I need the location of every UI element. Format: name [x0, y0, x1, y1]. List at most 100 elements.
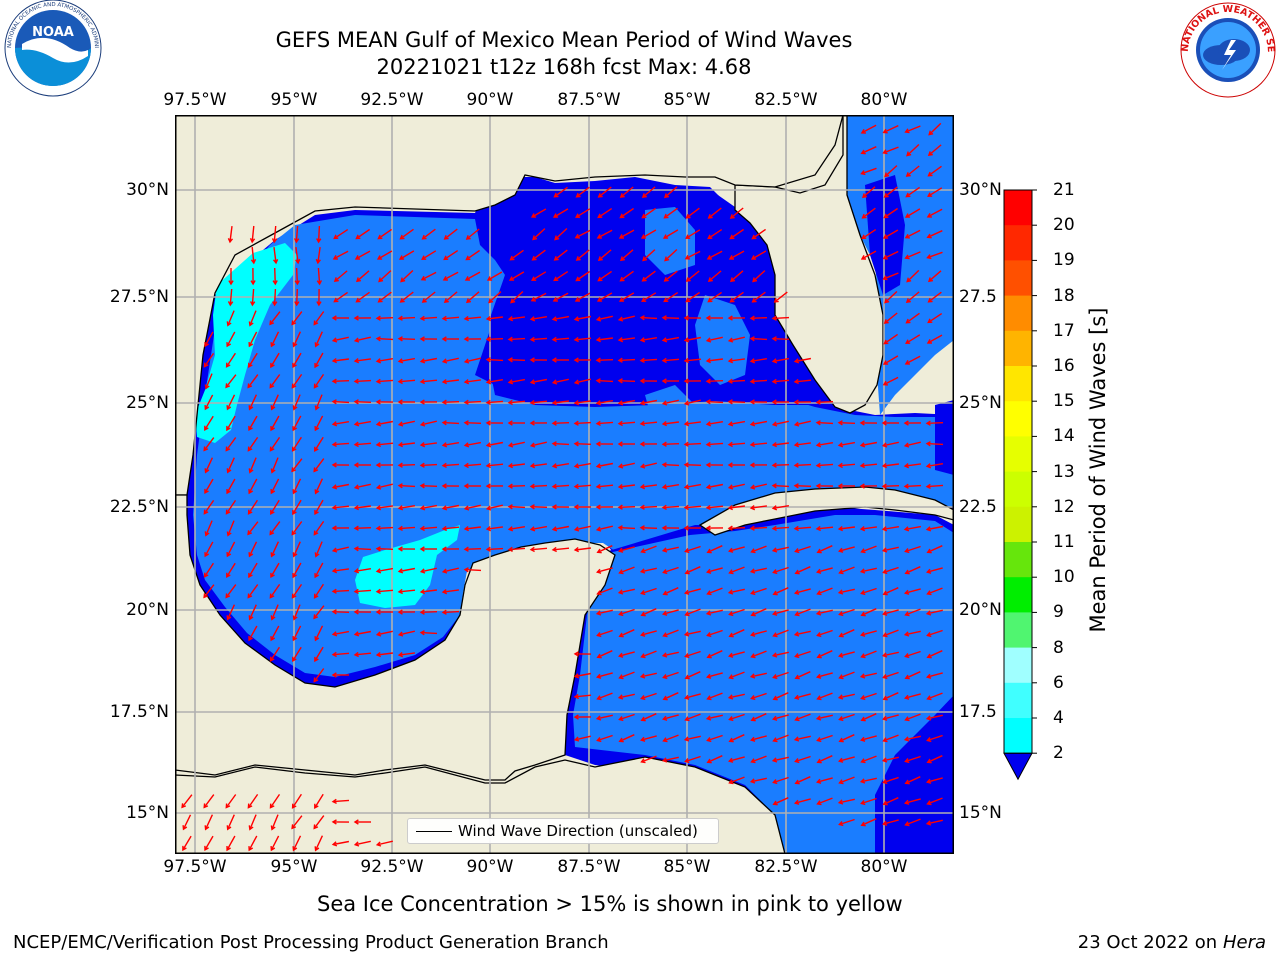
- wind-wave-arrow: [884, 207, 898, 219]
- wind-wave-arrowhead: [181, 803, 187, 809]
- wind-wave-arrowhead: [838, 611, 844, 617]
- wind-wave-arrowhead: [375, 336, 381, 342]
- wind-wave-arrowhead: [661, 757, 668, 763]
- wind-wave-arrowhead: [793, 631, 800, 637]
- wind-wave-arrowhead: [227, 238, 234, 244]
- wind-wave-arrowhead: [441, 525, 447, 532]
- wind-wave-arrow: [905, 588, 921, 594]
- wind-wave-arrow: [795, 798, 811, 804]
- wind-wave-arrow: [376, 379, 394, 383]
- wind-wave-arrowhead: [837, 799, 844, 805]
- wind-wave-arrowhead: [771, 652, 778, 658]
- wind-wave-arrowhead: [248, 468, 254, 474]
- colorbar: [1003, 189, 1037, 781]
- wind-wave-arrowhead: [904, 254, 910, 260]
- wind-wave-arrow: [442, 421, 460, 425]
- wind-wave-arrow: [750, 420, 768, 426]
- wind-wave-arrowhead: [728, 737, 734, 743]
- wind-wave-arrowhead: [837, 483, 843, 489]
- wind-wave-arrow: [860, 441, 878, 447]
- wind-wave-arrow: [905, 355, 921, 365]
- wind-wave-arrowhead: [684, 548, 690, 554]
- wind-wave-arrow: [270, 562, 280, 578]
- wind-wave-arrow: [182, 814, 192, 830]
- lat-label-right: 22.5: [959, 497, 997, 517]
- wind-wave-arrow: [662, 336, 680, 342]
- wind-wave-arrowhead: [727, 462, 733, 468]
- wind-wave-arrowhead: [531, 255, 537, 261]
- wind-wave-arrowhead: [904, 716, 910, 722]
- wind-wave-arrow: [817, 629, 833, 637]
- wind-wave-arrow: [204, 331, 214, 347]
- wind-wave-arrow: [422, 228, 436, 240]
- wind-wave-arrow: [464, 548, 482, 550]
- wind-wave-arrow: [530, 547, 548, 551]
- wind-wave-arrowhead: [705, 399, 711, 405]
- wind-wave-arrow: [641, 545, 657, 553]
- wind-wave-arrow: [618, 421, 636, 425]
- wind-wave-arrow: [332, 589, 350, 593]
- wind-wave-arrow: [794, 379, 812, 383]
- wind-wave-arrowhead: [728, 611, 734, 617]
- wind-wave-arrow: [531, 441, 547, 447]
- wind-wave-arrow: [226, 562, 236, 578]
- wind-wave-arrow: [861, 229, 877, 239]
- wind-wave-arrowhead: [508, 276, 515, 281]
- wind-wave-arrowhead: [881, 526, 888, 532]
- colorbar-band: [1004, 436, 1032, 473]
- wind-wave-arrow: [354, 630, 372, 636]
- wind-wave-arrow: [816, 421, 834, 425]
- wind-wave-arrowhead: [926, 212, 932, 218]
- wind-wave-arrowhead: [662, 610, 668, 616]
- wind-wave-arrow: [356, 270, 370, 282]
- wind-wave-arrowhead: [728, 757, 734, 763]
- wind-wave-arrow: [420, 357, 438, 363]
- wind-wave-arrow: [928, 122, 942, 136]
- wind-wave-arrow: [684, 505, 702, 509]
- wind-wave-arrow: [927, 609, 943, 615]
- wind-wave-arrowhead: [882, 360, 889, 365]
- wind-wave-arrowhead: [906, 151, 912, 157]
- wind-wave-arrowhead: [772, 569, 778, 575]
- wind-wave-arrowhead: [553, 276, 559, 282]
- wind-wave-arrow: [772, 526, 790, 530]
- wind-wave-arrow: [883, 124, 899, 134]
- wind-wave-arrowhead: [575, 276, 581, 282]
- wind-wave-arrow: [597, 629, 613, 637]
- wind-wave-arrowhead: [353, 378, 359, 384]
- wind-wave-arrowhead: [928, 130, 934, 136]
- wind-wave-arrowhead: [353, 441, 359, 448]
- wind-wave-arrow: [332, 840, 350, 846]
- wind-wave-arrow: [596, 484, 614, 488]
- wind-wave-arrowhead: [618, 632, 624, 638]
- wind-wave-arrowhead: [794, 548, 800, 554]
- wind-wave-arrowhead: [882, 800, 888, 806]
- wind-wave-arrowhead: [421, 255, 427, 260]
- wind-wave-arrow: [270, 541, 280, 557]
- wind-wave-arrowhead: [729, 277, 736, 283]
- wind-wave-arrowhead: [397, 609, 403, 615]
- wind-wave-arrow: [927, 208, 943, 218]
- wind-wave-arrowhead: [247, 803, 253, 809]
- lat-label-right: 27.5: [959, 287, 997, 307]
- wind-wave-arrow: [751, 250, 767, 260]
- wind-wave-arrow: [883, 651, 899, 657]
- wind-wave-arrow: [685, 735, 701, 741]
- wind-wave-arrowhead: [313, 467, 319, 473]
- wind-wave-arrow: [751, 567, 767, 573]
- wind-wave-arrow: [883, 734, 899, 742]
- wind-wave-arrowhead: [375, 484, 382, 490]
- wind-wave-arrowhead: [204, 531, 210, 537]
- wind-wave-arrowhead: [838, 821, 844, 827]
- wind-wave-arrowhead: [507, 526, 514, 532]
- wind-wave-arrowhead: [771, 483, 777, 489]
- wind-wave-arrowhead: [353, 819, 359, 825]
- wind-wave-arrow: [663, 566, 679, 574]
- wind-wave-arrow: [641, 229, 657, 239]
- wind-wave-arrowhead: [420, 275, 426, 281]
- wind-wave-arrow: [313, 458, 325, 472]
- wind-wave-arrow: [420, 504, 438, 510]
- wind-wave-arrowhead: [397, 462, 403, 468]
- wind-wave-arrowhead: [793, 462, 799, 468]
- wind-wave-arrowhead: [551, 441, 557, 447]
